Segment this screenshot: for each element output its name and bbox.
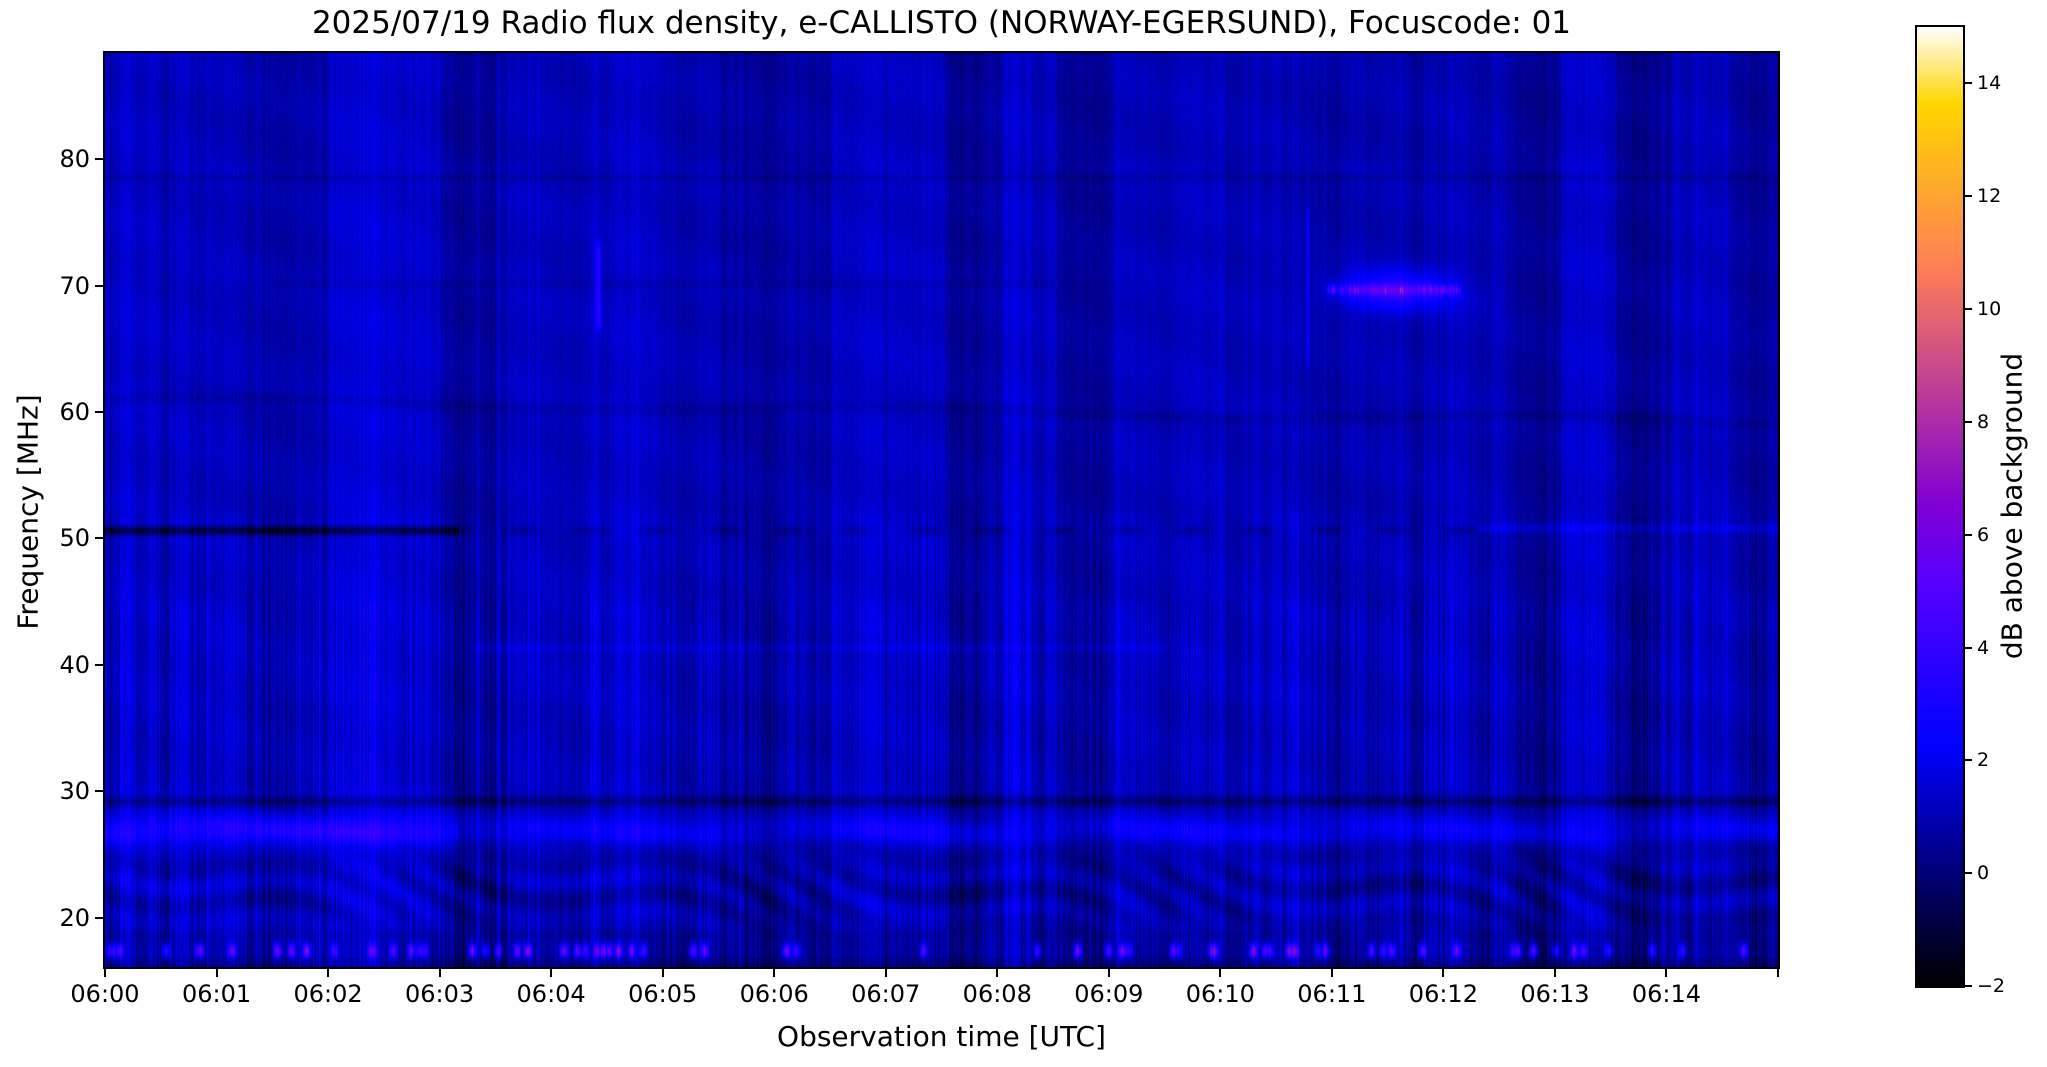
x-tick-label: 06:05 bbox=[628, 980, 698, 1008]
y-axis-label: Frequency [MHz] bbox=[11, 394, 45, 630]
x-tick-label: 06:06 bbox=[739, 980, 809, 1008]
x-tick-mark bbox=[327, 969, 330, 977]
y-tick-label: 50 bbox=[59, 524, 90, 553]
colorbar-tick-label: 6 bbox=[1977, 523, 1990, 546]
y-tick-label: 80 bbox=[59, 145, 90, 174]
x-tick-mark bbox=[884, 969, 887, 977]
x-tick-label: 06:10 bbox=[1185, 980, 1255, 1008]
colorbar-tick-mark bbox=[1965, 308, 1972, 311]
colorbar-tick-label: 2 bbox=[1977, 749, 1990, 772]
x-tick-label: 06:09 bbox=[1074, 980, 1144, 1008]
x-tick-mark bbox=[215, 969, 218, 977]
x-tick-label: 06:02 bbox=[293, 980, 363, 1008]
x-axis-label: Observation time [UTC] bbox=[777, 1020, 1106, 1053]
x-tick-mark bbox=[1107, 969, 1110, 977]
colorbar-tick-label: 12 bbox=[1977, 185, 2002, 208]
y-tick-label: 30 bbox=[59, 777, 90, 806]
colorbar-tick-mark bbox=[1965, 985, 1972, 987]
x-tick-label: 06:14 bbox=[1631, 980, 1702, 1008]
x-tick-mark bbox=[996, 969, 999, 977]
y-tick-label: 40 bbox=[59, 650, 90, 679]
x-tick-mark bbox=[661, 969, 664, 977]
colorbar-tick-mark bbox=[1965, 646, 1972, 649]
colorbar-tick-label: 8 bbox=[1977, 410, 1990, 433]
y-tick-mark bbox=[95, 916, 103, 919]
colorbar-canvas bbox=[1917, 27, 1963, 986]
y-tick-mark bbox=[95, 663, 103, 666]
x-tick-mark bbox=[773, 969, 776, 977]
x-tick-label: 06:07 bbox=[851, 980, 921, 1008]
x-tick-label: 06:12 bbox=[1408, 980, 1478, 1008]
x-tick-label: 06:01 bbox=[181, 980, 252, 1008]
x-tick-mark bbox=[438, 969, 441, 977]
x-tick-label: 06:13 bbox=[1520, 980, 1590, 1008]
y-tick-label: 20 bbox=[59, 903, 90, 932]
x-tick-label: 06:11 bbox=[1297, 980, 1367, 1008]
plot-area bbox=[103, 51, 1780, 969]
colorbar-tick-mark bbox=[1965, 872, 1972, 875]
y-tick-label: 60 bbox=[59, 398, 90, 427]
colorbar-tick-label: 10 bbox=[1977, 298, 2002, 321]
colorbar-tick-label: −2 bbox=[1977, 975, 2006, 997]
x-tick-label: 06:04 bbox=[516, 980, 586, 1008]
y-tick-label: 70 bbox=[59, 271, 90, 300]
colorbar bbox=[1915, 25, 1965, 988]
colorbar-tick-mark bbox=[1965, 533, 1972, 536]
colorbar-tick-mark bbox=[1965, 420, 1972, 423]
colorbar-tick-label: 0 bbox=[1977, 862, 1990, 885]
x-tick-mark bbox=[104, 969, 106, 977]
x-tick-mark bbox=[1442, 969, 1445, 977]
colorbar-tick-mark bbox=[1965, 195, 1972, 198]
colorbar-tick-label: 4 bbox=[1977, 636, 1990, 659]
x-tick-mark bbox=[1330, 969, 1333, 977]
y-tick-mark bbox=[95, 158, 103, 161]
y-tick-mark bbox=[95, 537, 103, 540]
colorbar-tick-mark bbox=[1965, 759, 1972, 762]
x-tick-label: 06:03 bbox=[405, 980, 475, 1008]
x-tick-mark bbox=[1553, 969, 1556, 977]
chart-title: 2025/07/19 Radio flux density, e-CALLIST… bbox=[311, 5, 1572, 41]
colorbar-label: dB above background bbox=[1995, 352, 2029, 660]
x-tick-mark bbox=[1219, 969, 1222, 977]
colorbar-tick-mark bbox=[1965, 82, 1972, 85]
x-tick-label: 06:08 bbox=[962, 980, 1032, 1008]
x-tick-mark bbox=[550, 969, 553, 977]
x-tick-label: 06:00 bbox=[70, 980, 140, 1008]
y-tick-mark bbox=[95, 790, 103, 793]
x-tick-mark bbox=[1665, 969, 1668, 977]
spectrogram-canvas bbox=[105, 53, 1778, 967]
colorbar-tick-label: 14 bbox=[1977, 72, 2002, 95]
y-tick-mark bbox=[95, 284, 103, 287]
y-tick-mark bbox=[95, 411, 103, 414]
x-tick-mark bbox=[1777, 969, 1779, 977]
